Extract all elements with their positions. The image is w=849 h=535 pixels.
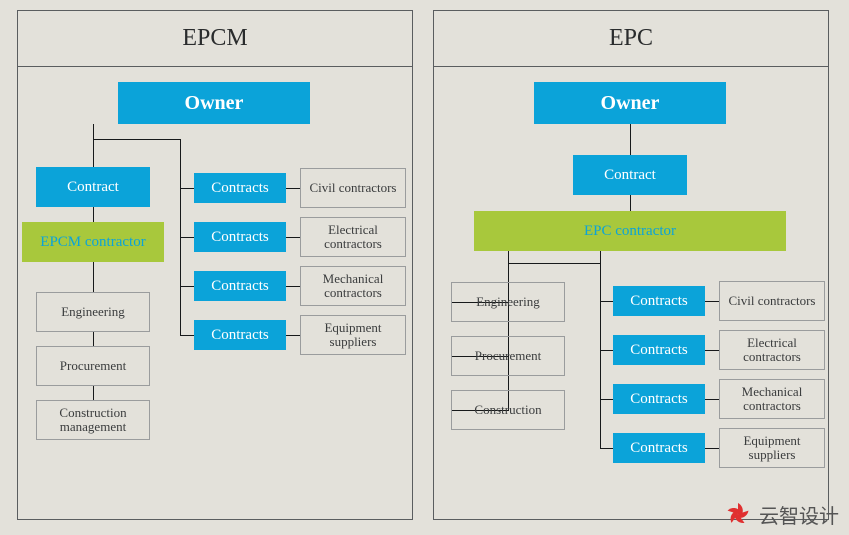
watermark-text: 云智设计 xyxy=(759,500,839,529)
node-r_proc: Procurement xyxy=(451,336,565,376)
connector-line xyxy=(705,350,719,351)
node-r_eng: Engineering xyxy=(451,282,565,322)
node-r_t4: Equipment suppliers xyxy=(719,428,825,468)
connector-line xyxy=(600,301,613,302)
node-r_owner: Owner xyxy=(534,82,726,124)
node-r_c1: Contracts xyxy=(613,286,705,316)
connector-line xyxy=(180,286,194,287)
node-l_proc: Procurement xyxy=(36,346,150,386)
connector-line xyxy=(600,399,613,400)
node-l_owner: Owner xyxy=(118,82,310,124)
diagram-canvas: EPCM EPC Owner Contract EPCM contractor Eng… xyxy=(0,0,849,535)
connector-line xyxy=(705,399,719,400)
connector-line xyxy=(286,188,300,189)
node-l_t3: Mechanical contractors xyxy=(300,266,406,306)
connector-line xyxy=(93,332,94,346)
node-r_c2: Contracts xyxy=(613,335,705,365)
node-l_c3: Contracts xyxy=(194,271,286,301)
connector-line xyxy=(705,301,719,302)
node-r_c4: Contracts xyxy=(613,433,705,463)
node-l_contract: Contract xyxy=(36,167,150,207)
panel-divider xyxy=(433,66,829,67)
node-l_conmgmt: Construction management xyxy=(36,400,150,440)
connector-line xyxy=(286,286,300,287)
connector-line xyxy=(180,188,194,189)
node-l_eng: Engineering xyxy=(36,292,150,332)
connector-line xyxy=(630,124,631,155)
connector-line xyxy=(286,237,300,238)
node-l_t2: Electrical contractors xyxy=(300,217,406,257)
node-l_epcm: EPCM contractor xyxy=(22,222,164,262)
node-r_t3: Mechanical contractors xyxy=(719,379,825,419)
node-r_rcontract: Contract xyxy=(573,155,687,195)
connector-line xyxy=(600,350,613,351)
connector-line xyxy=(180,237,194,238)
connector-line xyxy=(93,124,94,167)
connector-line xyxy=(93,262,94,292)
connector-line xyxy=(93,207,94,222)
node-r_con: Construction xyxy=(451,390,565,430)
connector-line xyxy=(286,335,300,336)
node-l_t4: Equipment suppliers xyxy=(300,315,406,355)
node-l_t1: Civil contractors xyxy=(300,168,406,208)
connector-line xyxy=(508,251,509,410)
node-r_epc: EPC contractor xyxy=(474,211,786,251)
connector-line xyxy=(93,139,180,140)
node-r_t1: Civil contractors xyxy=(719,281,825,321)
node-l_c4: Contracts xyxy=(194,320,286,350)
watermark-icon xyxy=(723,499,753,529)
connector-line xyxy=(630,195,631,211)
panel-title-epc: EPC xyxy=(433,18,829,58)
connector-line xyxy=(93,386,94,400)
connector-line xyxy=(180,335,194,336)
panel-divider xyxy=(17,66,413,67)
node-l_c2: Contracts xyxy=(194,222,286,252)
connector-line xyxy=(600,448,613,449)
panel-title-epcm: EPCM xyxy=(17,18,413,58)
node-r_t2: Electrical contractors xyxy=(719,330,825,370)
connector-line xyxy=(508,263,600,264)
node-r_c3: Contracts xyxy=(613,384,705,414)
connector-line xyxy=(705,448,719,449)
node-l_c1: Contracts xyxy=(194,173,286,203)
watermark: 云智设计 xyxy=(723,499,839,529)
